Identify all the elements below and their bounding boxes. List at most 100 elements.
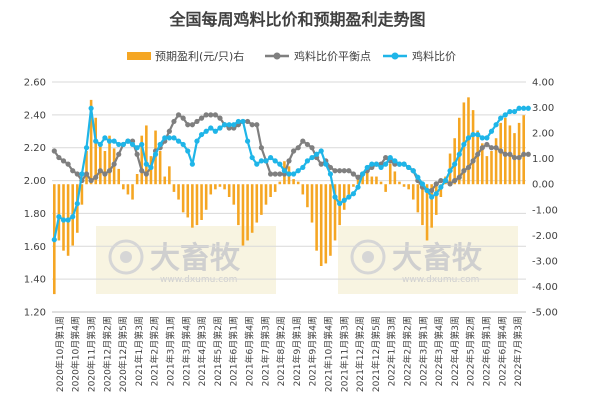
x-tick-label: 2021年1月第3周 bbox=[133, 316, 145, 386]
x-tick-label: 2020年12月第2周 bbox=[101, 316, 113, 392]
profit-bar bbox=[329, 184, 332, 256]
balance-point bbox=[56, 154, 62, 161]
right-axis: -5.00 -4.00 -3.00 -2.00 -1.00 0.00 1.00 2.00 3.0… bbox=[532, 78, 558, 319]
profit-bar bbox=[384, 184, 387, 192]
ratio-point bbox=[203, 128, 209, 134]
balance-point bbox=[332, 168, 338, 174]
balance-point bbox=[116, 151, 122, 157]
x-tick-label: 2022年5月第2周 bbox=[465, 316, 477, 386]
profit-bar bbox=[122, 184, 125, 190]
profit-bar bbox=[255, 184, 259, 223]
balance-point bbox=[203, 112, 209, 118]
chart-title: 全国每周鸡料比价和预期盈利走势图 bbox=[168, 10, 425, 29]
profit-bar bbox=[522, 115, 525, 185]
profit-bar bbox=[163, 176, 167, 185]
profit-bar bbox=[76, 184, 79, 233]
x-tick-label: 2022年7月第3周 bbox=[512, 316, 524, 386]
ratio-point bbox=[507, 108, 513, 115]
profit-bar bbox=[421, 184, 424, 226]
ratio-point bbox=[475, 131, 481, 138]
ratio-point bbox=[134, 145, 140, 151]
profit-bar bbox=[57, 184, 61, 241]
ratio-point bbox=[249, 154, 255, 161]
ratio-point bbox=[157, 141, 163, 148]
profit-bar bbox=[379, 181, 383, 185]
ratio-point bbox=[419, 181, 426, 187]
ratio-point bbox=[521, 105, 527, 111]
balance-point bbox=[433, 181, 439, 187]
balance-point bbox=[217, 115, 223, 121]
ratio-point bbox=[272, 158, 278, 164]
balance-point bbox=[475, 151, 481, 157]
ratio-point bbox=[111, 138, 117, 144]
balance-point bbox=[484, 141, 490, 148]
balance-point bbox=[350, 171, 357, 177]
profit-bar bbox=[80, 184, 84, 205]
balance-point bbox=[254, 122, 260, 128]
balance-point bbox=[208, 112, 214, 118]
x-tick-label: 2021年6月第4周 bbox=[244, 316, 256, 386]
balance-point bbox=[65, 161, 71, 167]
ratio-point bbox=[309, 154, 315, 161]
right-tick-label: 4.00 bbox=[532, 78, 554, 89]
balance-point bbox=[291, 148, 297, 154]
ratio-point bbox=[240, 118, 246, 125]
left-tick-label: 1.80 bbox=[24, 209, 46, 220]
ratio-point bbox=[406, 164, 412, 171]
x-tick-label: 2020年10月第4周 bbox=[70, 316, 82, 392]
x-tick-label: 2021年11月第3周 bbox=[338, 316, 350, 392]
profit-bar bbox=[94, 117, 98, 185]
legend: 预期盈利(元/只)右 鸡料比价平衡点 鸡料比价 bbox=[127, 49, 456, 63]
balance-point bbox=[438, 177, 444, 184]
balance-point bbox=[60, 158, 67, 164]
ratio-point bbox=[452, 161, 458, 167]
profit-bar bbox=[278, 181, 282, 185]
ratio-point bbox=[442, 177, 449, 184]
x-tick-label: 2021年2月第2周 bbox=[149, 316, 161, 386]
balance-point bbox=[355, 174, 361, 180]
ratio-point bbox=[373, 161, 380, 167]
x-tick-label: 2021年7月第3周 bbox=[259, 316, 271, 386]
x-tick-label: 2022年3月第4周 bbox=[433, 316, 445, 386]
x-tick-label: 2020年11月第3周 bbox=[86, 316, 98, 392]
legend-marker-ratio bbox=[391, 52, 399, 60]
profit-bar bbox=[250, 184, 254, 233]
profit-bar bbox=[292, 179, 295, 185]
balance-point bbox=[511, 154, 518, 161]
ratio-point bbox=[217, 125, 223, 131]
ratio-point bbox=[498, 115, 504, 121]
x-tick-label: 2021年5月第2周 bbox=[212, 316, 224, 386]
ratio-point bbox=[304, 158, 311, 164]
ratio-point bbox=[493, 122, 499, 128]
profit-bar bbox=[204, 184, 208, 210]
ratio-point bbox=[341, 197, 347, 203]
watermark-url: www.dxumu.com bbox=[402, 275, 479, 285]
ratio-point bbox=[235, 118, 241, 125]
balance-point bbox=[300, 138, 306, 144]
ratio-point bbox=[162, 135, 168, 141]
ratio-point bbox=[120, 141, 126, 148]
profit-bar bbox=[490, 151, 493, 185]
profit-bar bbox=[352, 184, 355, 187]
x-tick-label: 2021年10月第4周 bbox=[323, 316, 335, 392]
profit-bar bbox=[315, 184, 318, 251]
balance-point bbox=[194, 118, 200, 125]
x-tick-label: 2021年3月第4周 bbox=[180, 316, 192, 386]
ratio-point bbox=[185, 148, 191, 154]
profit-bar bbox=[393, 171, 397, 185]
balance-point bbox=[106, 168, 113, 174]
watermarks: 大畜牧 www.dxumu.com 大畜牧 www.dxumu.com bbox=[96, 226, 518, 294]
balance-point bbox=[139, 168, 145, 174]
ratio-point bbox=[502, 112, 508, 118]
left-tick-label: 1.40 bbox=[24, 275, 46, 286]
profit-bar bbox=[227, 184, 231, 197]
ratio-point bbox=[424, 187, 430, 194]
left-tick-label: 1.20 bbox=[24, 308, 46, 319]
ratio-point bbox=[291, 171, 297, 177]
ratio-point bbox=[314, 151, 320, 157]
balance-point bbox=[180, 115, 186, 121]
profit-bar bbox=[241, 184, 245, 246]
profit-bar bbox=[223, 184, 226, 190]
ratio-point bbox=[456, 151, 462, 157]
